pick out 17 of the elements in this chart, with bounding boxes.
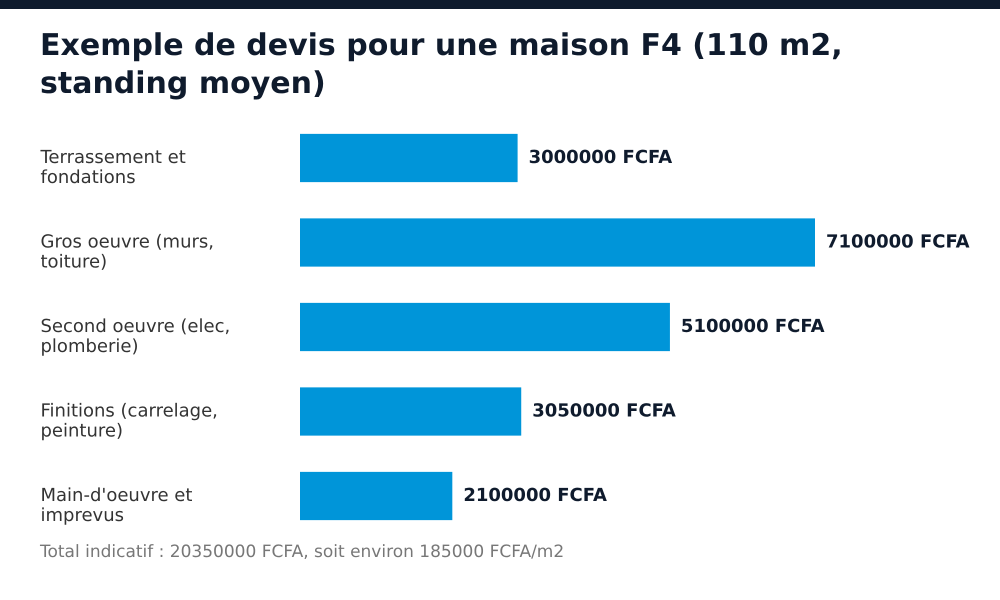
data-label: 3000000 FCFA	[528, 146, 672, 168]
data-label: 5100000 FCFA	[680, 316, 825, 337]
annotation: Total indicatif : 20350000 FCFA, soit environ 185000 FCFA/m2	[40, 542, 566, 562]
data-label: 2100000 FCFA	[463, 485, 607, 506]
bar	[300, 387, 522, 436]
bar	[300, 472, 452, 520]
bar	[300, 302, 670, 352]
y-tick-label: Gros oeuvre (murs, toiture)	[40, 231, 214, 272]
bar	[300, 218, 815, 267]
bar	[300, 134, 518, 182]
data-label: 3050000 FCFA	[532, 400, 676, 422]
y-tick-label: Second oeuvre (elec, plomberie)	[40, 316, 230, 357]
y-tick-label: Main-d'oeuvre et imprevus	[40, 485, 192, 526]
y-tick-label: Finitions (carrelage, peinture)	[40, 400, 218, 442]
y-tick-label: Terrassement et fondations	[40, 146, 186, 188]
data-label: 7100000 FCFA	[826, 231, 970, 252]
chart-title: Exemple de devis pour une maison F4 (110 m2, standing moyen)	[40, 27, 844, 103]
